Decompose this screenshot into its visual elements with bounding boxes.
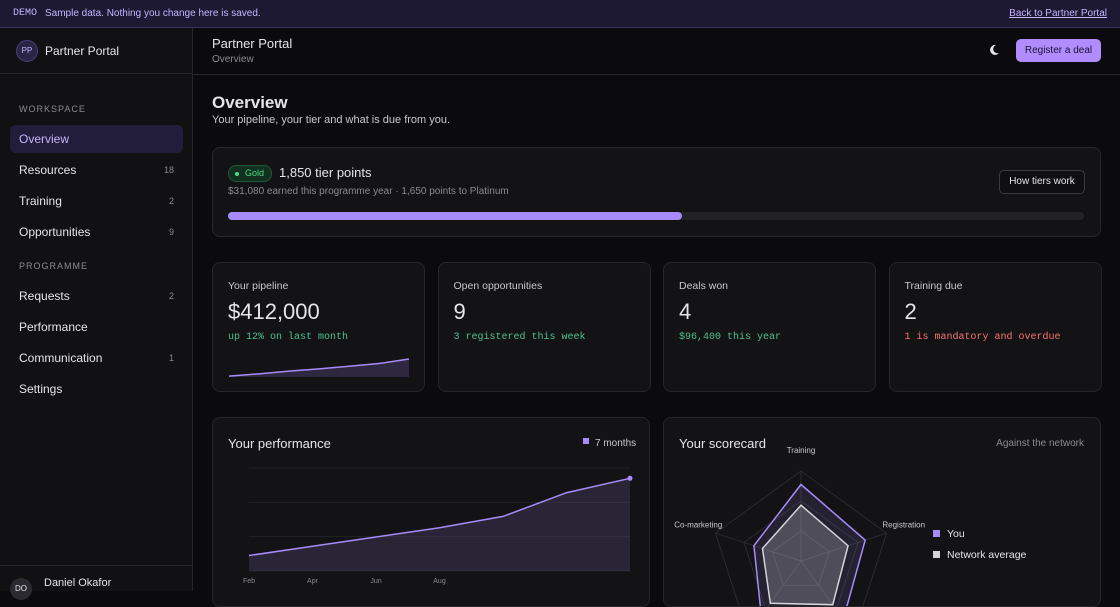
kpi-note: 3 registered this week (454, 332, 586, 343)
kpi-label: Open opportunities (454, 280, 543, 292)
nav-item[interactable]: Requests 2 (10, 282, 183, 310)
theme-toggle[interactable] (988, 44, 1000, 56)
banner: DEMO Sample data. Nothing you change her… (0, 0, 1120, 28)
kpi-label: Deals won (679, 280, 728, 292)
nav-item[interactable]: Communication 1 (10, 344, 183, 372)
section-heading: WORKSPACE (19, 104, 86, 114)
kpi-note: 1 is mandatory and overdue (905, 332, 1061, 343)
section-heading: PROGRAMME (19, 261, 88, 271)
nav-label: Training (19, 187, 62, 215)
kpi-card: Open opportunities 9 3 registered this wee… (438, 262, 651, 392)
tier-points: 1,850 tier points (279, 165, 372, 180)
nav-label: Overview (19, 125, 69, 153)
nav-count: 2 (169, 282, 174, 310)
nav-item[interactable]: Settings (10, 375, 183, 403)
nav-label: Opportunities (19, 218, 90, 246)
nav-item[interactable]: Opportunities 9 (10, 218, 183, 246)
end-point (628, 476, 633, 481)
x-tick-label: Jun (370, 578, 381, 585)
nav-item[interactable]: Performance (10, 313, 183, 341)
nav-item[interactable]: Training 2 (10, 187, 183, 215)
demo-tag: DEMO (13, 8, 37, 19)
radar-chart: Training Registration Co-marketing You Netwo… (664, 418, 1101, 607)
sparkline (213, 263, 425, 392)
nav-label: Resources (19, 156, 76, 184)
back-link[interactable]: Back to Partner Portal (1009, 8, 1107, 19)
header-subtitle: Overview (212, 54, 254, 65)
performance-chart: Feb Apr Jun Aug (213, 418, 650, 607)
page: DEMO Sample data. Nothing you change her… (0, 0, 1120, 591)
nav-count: 1 (169, 344, 174, 372)
x-tick-label: Apr (307, 578, 319, 585)
badge-text: Gold (245, 168, 264, 178)
legend-label: You (947, 528, 965, 540)
nav-item[interactable]: Overview (10, 125, 183, 153)
nav-label: Communication (19, 344, 102, 372)
kpi-value: 4 (679, 299, 691, 325)
register-button[interactable]: Register a deal (1016, 39, 1101, 62)
brand: Partner Portal (45, 44, 119, 58)
kpi-card: Training due 2 1 is mandatory and overdue (889, 262, 1102, 392)
tiers-button[interactable]: How tiers work (999, 170, 1085, 194)
nav-count: 9 (169, 218, 174, 246)
sidebar: PP Partner Portal DO Daniel Okafor WORKS… (0, 28, 193, 591)
axis-label: Registration (882, 521, 925, 530)
legend-label: Network average (947, 549, 1027, 561)
progress-fill (228, 212, 682, 220)
tier-detail: $31,080 earned this programme year · 1,6… (228, 186, 509, 197)
header: Partner Portal Overview Register a deal (193, 28, 1120, 75)
x-tick-label: Feb (243, 578, 255, 585)
nav-label: Requests (19, 282, 70, 310)
x-tick-label: Aug (433, 578, 446, 585)
nav-count: 18 (164, 156, 174, 184)
tier-card: Gold 1,850 tier points $31,080 earned th… (212, 147, 1101, 237)
axis-label: Co-marketing (674, 521, 722, 530)
nav-count: 2 (169, 187, 174, 215)
legend-swatch (933, 530, 940, 537)
divider (0, 73, 192, 74)
kpi-value: 2 (905, 299, 917, 325)
scorecard-card: Your scorecard Against the network Train… (663, 417, 1101, 607)
progress-track (228, 212, 1084, 220)
kpi-note: $96,400 this year (679, 332, 781, 343)
kpi-card: Deals won 4 $96,400 this year (663, 262, 876, 392)
page-subtitle: Your pipeline, your tier and what is due… (212, 114, 450, 126)
page-title: Overview (212, 93, 288, 113)
tier-badge: Gold (228, 165, 272, 182)
axis-label: Training (787, 446, 816, 455)
area (249, 478, 630, 571)
user-avatar: DO (10, 578, 32, 600)
header-title: Partner Portal (212, 36, 292, 51)
divider (0, 565, 192, 566)
nav-label: Settings (19, 375, 62, 403)
nav-label: Performance (19, 313, 88, 341)
nav-item[interactable]: Resources 18 (10, 156, 183, 184)
kpi-value: 9 (454, 299, 466, 325)
legend-swatch (933, 551, 940, 558)
user-name: Daniel Okafor (44, 577, 111, 589)
banner-text: Sample data. Nothing you change here is … (45, 8, 261, 19)
kpi-label: Training due (905, 280, 963, 292)
avatar: PP (16, 40, 38, 62)
